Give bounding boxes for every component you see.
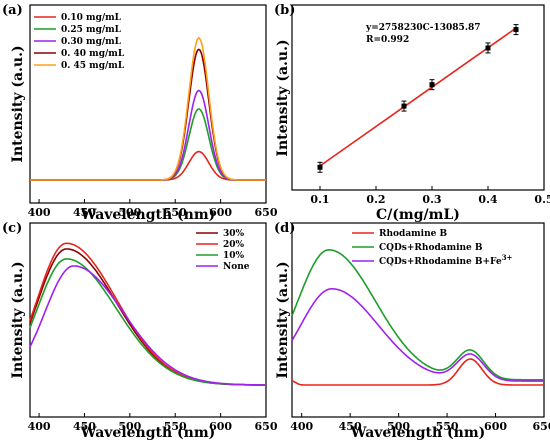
panel-c-legend: 30%20%10%None: [196, 229, 250, 272]
panel-a-frame: [29, 4, 267, 204]
legend-entry: 0.10 mg/mL: [61, 13, 122, 23]
panel-d-frame: [291, 222, 545, 418]
legend-label: 0. 40 mg/mL: [61, 49, 125, 59]
x-tick-label: 0.1: [310, 193, 329, 206]
x-tick-label: 0.4: [478, 193, 497, 206]
legend-entry: CQDs+Rhodamine B+Fe3+: [379, 253, 513, 267]
legend-entry: None: [223, 262, 250, 272]
x-tick-label: 0.3: [422, 193, 441, 206]
legend-label: 10%: [223, 251, 245, 261]
panel-d-x-label: Wavelength (nm): [350, 425, 486, 441]
panel-b-label: (b): [274, 3, 295, 18]
panel-c-lines: [29, 242, 266, 386]
series-line: [29, 258, 266, 386]
panel-b-equation: y=2758230C-13085.87: [365, 23, 480, 33]
panel-c-y-label: Intensity (a.u.): [10, 261, 26, 378]
data-point: [401, 103, 407, 109]
legend-label: Rhodamine B: [379, 229, 447, 239]
x-tick-label: 0.2: [366, 193, 385, 206]
x-tick-label: 650: [255, 420, 278, 433]
x-tick-label: 600: [209, 206, 232, 219]
legend-entry: 10%: [223, 251, 245, 261]
legend-entry: 0.30 mg/mL: [61, 37, 122, 47]
panel-a-label: (a): [2, 3, 23, 18]
series-line: [29, 265, 266, 386]
legend-label: 20%: [223, 240, 245, 250]
series-line: [30, 37, 266, 181]
series-line: [30, 150, 266, 181]
x-tick-label: 600: [484, 420, 507, 433]
x-tick-label: 400: [28, 420, 51, 433]
series-line: [30, 108, 266, 181]
x-tick-label: 550: [436, 420, 459, 433]
legend-label: 0.30 mg/mL: [61, 37, 122, 47]
x-tick-label: 400: [28, 206, 51, 219]
series-line: [30, 89, 266, 181]
data-point: [429, 82, 435, 88]
panel-b-r-value: R=0.992: [366, 35, 409, 45]
legend-label: 30%: [223, 229, 245, 239]
panel-c-x-label: Wavelength (nm): [80, 425, 216, 441]
panel-d: (d) 400 450 500 550 600 650 Rhodamine B CQDs+R…: [274, 221, 550, 441]
legend-entry: 0. 40 mg/mL: [61, 49, 125, 59]
panel-a: (a) 400 450 500 550 600 650 0.10 mg/mL 0.25 mg…: [2, 3, 278, 223]
panel-d-y-label: Intensity (a.u.): [275, 261, 291, 378]
panel-b-x-label: C/(mg/mL): [376, 207, 460, 223]
legend-entry: 0.25 mg/mL: [61, 25, 122, 35]
panel-a-x-label: Wavelength (nm): [80, 207, 216, 223]
legend-entry: Rhodamine B: [379, 229, 447, 239]
x-tick-label: 550: [164, 206, 187, 219]
panel-c-x-ticks: 400 450 500 550 600 650: [28, 413, 278, 433]
x-tick-label: 650: [533, 420, 550, 433]
x-tick-label: 650: [255, 206, 278, 219]
legend-entry: 20%: [223, 240, 245, 250]
legend-entry: CQDs+Rhodamine B: [379, 243, 483, 253]
legend-label: 0.25 mg/mL: [61, 25, 122, 35]
series-line: [291, 249, 544, 381]
panel-a-legend: 0.10 mg/mL 0.25 mg/mL 0.30 mg/mL 0. 40 mg/m…: [34, 13, 125, 71]
x-tick-label: 400: [290, 420, 313, 433]
panel-c-label: (c): [2, 221, 22, 236]
x-tick-label: 0.5: [534, 193, 550, 206]
panel-d-label: (d): [274, 221, 295, 236]
x-tick-label: 450: [339, 420, 362, 433]
data-point: [485, 45, 491, 51]
x-tick-label: 450: [73, 420, 96, 433]
panel-c: (c) 400 450 500 550 600 650 30%20%10%None Wav…: [2, 221, 278, 441]
series-line: [291, 358, 544, 386]
x-tick-label: 600: [209, 420, 232, 433]
x-tick-label: 500: [118, 420, 141, 433]
legend-label: None: [223, 262, 250, 272]
legend-label: CQDs+Rhodamine B+Fe: [379, 257, 502, 267]
panel-b-fit-line: [319, 27, 517, 167]
series-line: [291, 288, 544, 382]
legend-superscript: 3+: [502, 253, 513, 262]
legend-entry: 30%: [223, 229, 245, 239]
panel-a-lines: [30, 37, 266, 181]
legend-label: CQDs+Rhodamine B: [379, 243, 483, 253]
x-tick-label: 550: [164, 420, 187, 433]
panel-d-x-ticks: 400 450 500 550 600 650: [290, 413, 550, 433]
legend-entry: 0. 45 mg/mL: [61, 61, 125, 71]
x-tick-label: 450: [73, 206, 96, 219]
panel-b-y-label: Intensity (a.u.): [275, 39, 291, 156]
data-point: [513, 27, 519, 33]
panel-b-frame: [291, 4, 545, 191]
panel-b: (b) 0.1 0.2 0.3 0.4 0.5 y=2758230C-13085.87 …: [274, 3, 550, 223]
data-point: [317, 164, 323, 170]
panel-b-x-ticks: 0.1 0.2 0.3 0.4 0.5: [310, 186, 550, 206]
x-tick-label: 500: [118, 206, 141, 219]
panel-d-lines: [291, 249, 544, 386]
fit-line: [319, 27, 517, 167]
legend-label: 0. 45 mg/mL: [61, 61, 125, 71]
x-tick-label: 500: [387, 420, 410, 433]
panel-b-points: [317, 24, 519, 173]
legend-label: 0.10 mg/mL: [61, 13, 122, 23]
panel-a-y-label: Intensity (a.u.): [10, 45, 26, 162]
panel-a-x-ticks: 400 450 500 550 600 650: [28, 199, 278, 219]
